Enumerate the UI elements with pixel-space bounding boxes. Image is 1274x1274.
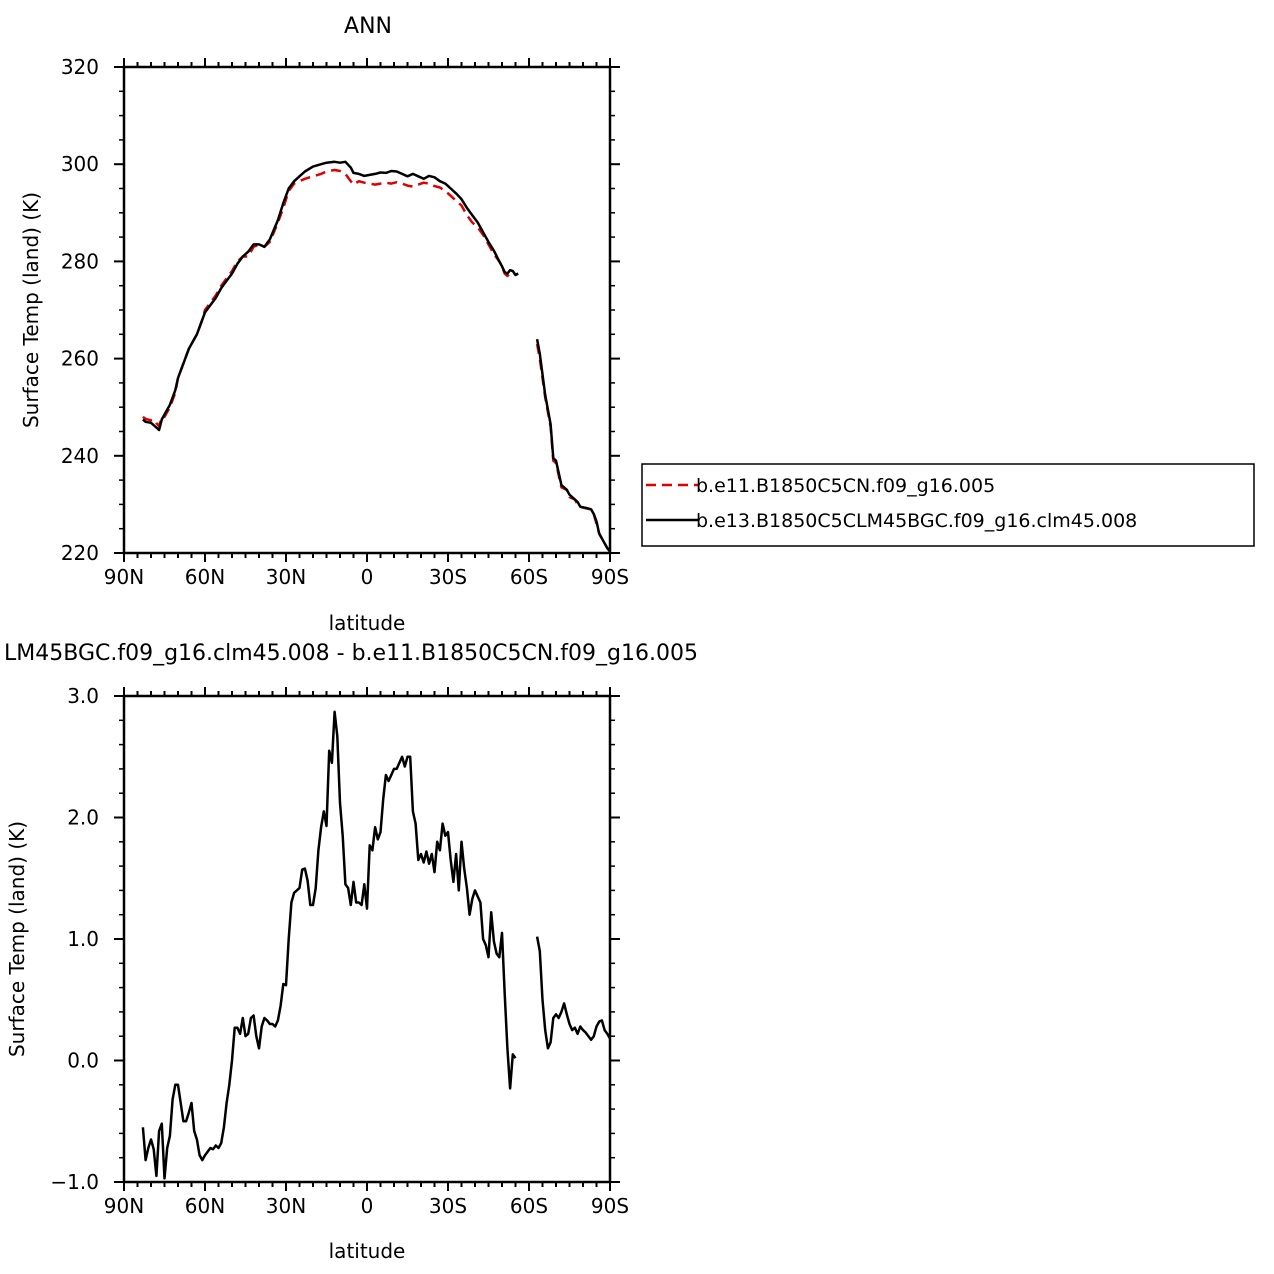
y-tick-label: 220 [61,541,99,565]
legend: b.e11.B1850C5CN.f09_g16.005 b.e13.B1850C… [641,463,1255,547]
panel-bottom-difference: LM45BGC.f09_g16.clm45.008 - b.e11.B1850C… [4,641,698,1263]
legend-label-series-0: b.e11.B1850C5CN.f09_g16.005 [696,475,995,497]
y-tick-label: 2.0 [67,806,99,830]
legend-box [641,463,1255,547]
x-tick-label: 90S [591,565,629,589]
series-line-0-segment-0 [141,710,517,1180]
y-tick-label: 260 [61,347,99,371]
series-line-0-segment-1 [535,936,612,1050]
panel-top-zonal-mean: ANN 90N 60N 30N 0 30S 60S 90S 320 300 280 260 240 220… [19,14,629,635]
x-tick-label: 60N [185,565,225,589]
y-tick-label: 1.0 [67,927,99,951]
legend-label-series-1: b.e13.B1850C5CLM45BGC.f09_g16.clm45.008 [696,510,1137,532]
chart-title: ANN [344,14,392,39]
x-axis-title: latitude [329,611,406,635]
x-tick-label: 30N [266,565,306,589]
series-line-0-segment-1 [535,343,611,553]
series-line-0-segment-0 [142,168,519,428]
x-tick-label: 0 [361,565,374,589]
x-tick-label: 60S [510,1194,548,1218]
chart-title: LM45BGC.f09_g16.clm45.008 - b.e11.B1850C… [4,641,698,666]
x-tick-label: 60S [510,565,548,589]
x-tick-label: 90N [104,1194,144,1218]
y-tick-label: −1.0 [50,1170,99,1194]
x-tick-label: 30S [429,1194,467,1218]
series-line-1-segment-1 [535,338,611,553]
plot-frame [122,65,612,555]
y-axis-title: Surface Temp (land) (K) [19,192,43,428]
x-tick-label: 90S [591,1194,629,1218]
series-line-1-segment-0 [142,160,519,432]
x-tick-label: 30S [429,565,467,589]
y-tick-label: 3.0 [67,684,99,708]
x-axis-title: latitude [329,1239,406,1263]
y-tick-label: 300 [61,152,99,176]
x-tick-label: 90N [104,565,144,589]
y-tick-label: 280 [61,249,99,273]
y-tick-label: 240 [61,444,99,468]
x-tick-label: 60N [185,1194,225,1218]
y-tick-label: 320 [61,55,99,79]
y-axis-title: Surface Temp (land) (K) [5,821,29,1057]
x-tick-label: 30N [266,1194,306,1218]
y-tick-label: 0.0 [67,1049,99,1073]
x-tick-label: 0 [361,1194,374,1218]
